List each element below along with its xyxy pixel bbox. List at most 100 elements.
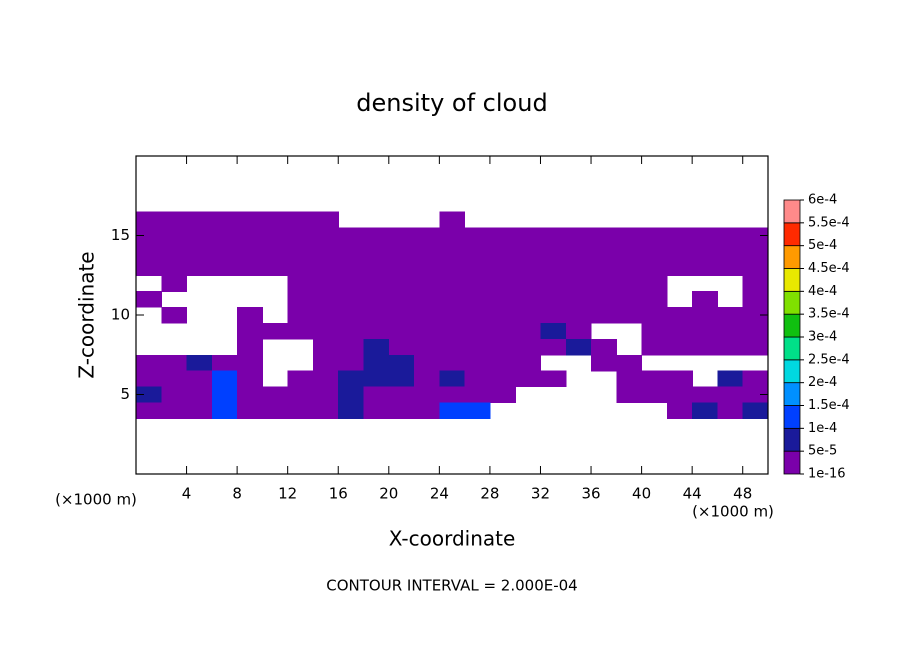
contour-cell bbox=[338, 386, 365, 404]
contour-cell bbox=[262, 259, 289, 276]
contour-cell bbox=[591, 291, 617, 308]
contour-cell bbox=[338, 291, 365, 308]
contour-cell bbox=[312, 243, 339, 260]
contour-cell bbox=[363, 370, 390, 388]
contour-cell bbox=[439, 243, 466, 260]
contour-cell bbox=[439, 370, 466, 388]
contour-cell bbox=[388, 307, 415, 324]
contour-cell bbox=[161, 259, 188, 276]
colorbar-label: 5.5e-4 bbox=[808, 215, 850, 230]
contour-cell bbox=[641, 322, 668, 340]
contour-cell bbox=[692, 402, 719, 419]
contour-cell bbox=[414, 307, 440, 324]
contour-cell bbox=[338, 322, 365, 340]
x-tick-label: 20 bbox=[379, 485, 398, 503]
contour-cell bbox=[641, 338, 668, 356]
contour-cell bbox=[388, 275, 415, 292]
contour-cell bbox=[287, 243, 314, 260]
contour-cell bbox=[287, 275, 314, 292]
contour-cell bbox=[489, 354, 516, 372]
x-unit-label: (×1000 m) bbox=[692, 503, 774, 521]
contour-cell bbox=[565, 243, 592, 260]
x-tick-label: 44 bbox=[683, 485, 702, 503]
contour-cell bbox=[439, 291, 466, 308]
contour-cell bbox=[742, 227, 769, 245]
contour-cell bbox=[489, 370, 516, 388]
contour-cell bbox=[515, 370, 542, 388]
contour-cell bbox=[287, 307, 314, 324]
contour-cell bbox=[414, 338, 440, 356]
x-tick-label: 16 bbox=[329, 485, 348, 503]
contour-cell bbox=[717, 338, 744, 356]
colorbar-swatch bbox=[783, 222, 801, 247]
contour-cell bbox=[489, 291, 516, 308]
contour-cell bbox=[363, 227, 390, 245]
contour-cell bbox=[591, 275, 617, 292]
colorbar-label: 1.5e-4 bbox=[808, 398, 850, 413]
contour-cell bbox=[186, 227, 213, 245]
contour-cell bbox=[717, 259, 744, 276]
contour-cell bbox=[616, 291, 643, 308]
contour-cell bbox=[287, 322, 314, 340]
contour-cell bbox=[388, 243, 415, 260]
contour-cell bbox=[439, 307, 466, 324]
contour-cell bbox=[312, 354, 339, 372]
x-tick-label: 12 bbox=[278, 485, 297, 503]
colorbar-swatch bbox=[783, 359, 801, 384]
contour-cell bbox=[338, 338, 365, 356]
contour-cell bbox=[136, 227, 162, 245]
contour-cell bbox=[515, 307, 542, 324]
contour-cell bbox=[717, 307, 744, 324]
contour-cell bbox=[540, 291, 567, 308]
contour-cell bbox=[262, 322, 289, 340]
contour-cell bbox=[388, 386, 415, 404]
contour-cell bbox=[161, 307, 188, 324]
contour-cell bbox=[666, 243, 693, 260]
x-tick-label: 4 bbox=[182, 485, 192, 503]
colorbar-swatch bbox=[783, 245, 801, 269]
contour-cell bbox=[312, 291, 339, 308]
contour-cell bbox=[363, 259, 390, 276]
contour-cell bbox=[388, 338, 415, 356]
contour-cell bbox=[287, 211, 314, 229]
contour-cell bbox=[464, 291, 491, 308]
chart-title: density of cloud bbox=[356, 89, 547, 117]
contour-cell bbox=[136, 291, 162, 308]
contour-cell bbox=[211, 259, 238, 276]
contour-cell bbox=[287, 259, 314, 276]
colorbar-swatch bbox=[783, 427, 801, 452]
contour-cell bbox=[742, 275, 769, 292]
contour-cell bbox=[666, 259, 693, 276]
contour-cell bbox=[591, 338, 617, 356]
contour-cell bbox=[136, 386, 162, 404]
contour-cell bbox=[666, 322, 693, 340]
contour-cell bbox=[616, 354, 643, 372]
contour-cell bbox=[363, 354, 390, 372]
contour-cell bbox=[489, 338, 516, 356]
colorbar-label: 1e-4 bbox=[808, 421, 837, 436]
contour-cell bbox=[565, 322, 592, 340]
contour-cell bbox=[717, 243, 744, 260]
contour-cell bbox=[186, 402, 213, 419]
contour-cell bbox=[540, 275, 567, 292]
contour-cell bbox=[742, 386, 769, 404]
contour-cell bbox=[262, 402, 289, 419]
contour-cell bbox=[414, 370, 440, 388]
contour-cell bbox=[186, 370, 213, 388]
contour-cell bbox=[717, 322, 744, 340]
contour-cell bbox=[641, 307, 668, 324]
contour-cell bbox=[439, 227, 466, 245]
contour-cell bbox=[338, 370, 365, 388]
contour-cell bbox=[161, 227, 188, 245]
contour-cell bbox=[616, 243, 643, 260]
colorbar-label: 5e-5 bbox=[808, 444, 837, 459]
contour-cell bbox=[262, 227, 289, 245]
contour-cell bbox=[591, 354, 617, 372]
contour-cell bbox=[464, 275, 491, 292]
contour-cell bbox=[287, 227, 314, 245]
colorbar-swatch bbox=[783, 405, 801, 429]
contour-cell bbox=[237, 338, 263, 356]
contour-cell bbox=[414, 291, 440, 308]
contour-cell bbox=[186, 259, 213, 276]
contour-cell bbox=[262, 211, 289, 229]
